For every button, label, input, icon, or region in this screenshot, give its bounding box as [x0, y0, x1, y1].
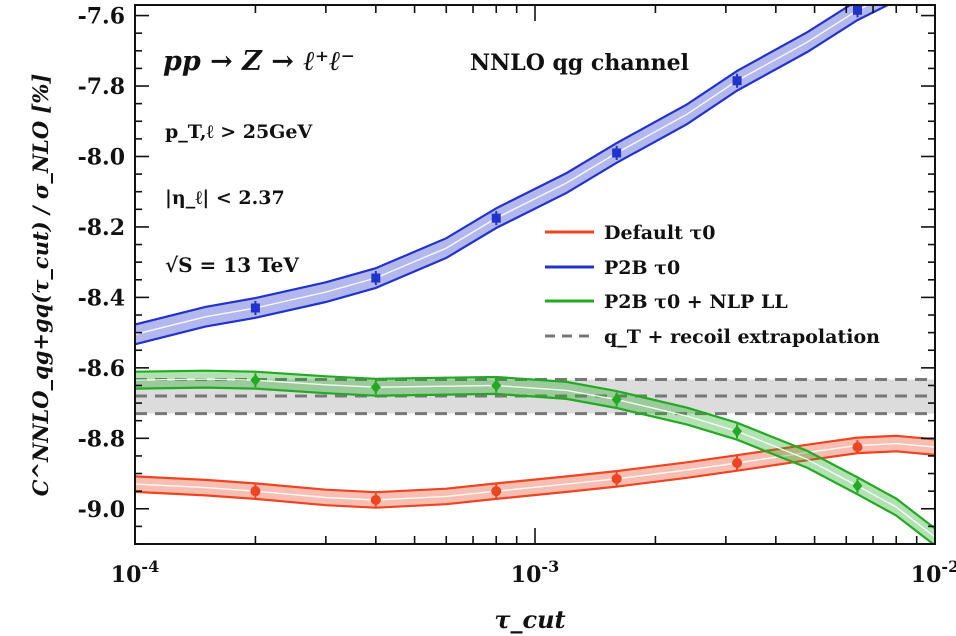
series-1-point-3 — [612, 148, 622, 158]
legend-label-extrapolation: q_T + recoil extrapolation — [604, 326, 880, 348]
series-1-point-1 — [371, 273, 381, 283]
series-1 — [135, 5, 891, 346]
series-layer — [135, 5, 935, 544]
series-0 — [135, 434, 935, 509]
series-2-point-5 — [852, 479, 863, 492]
series-1-point-5 — [852, 5, 862, 15]
y-tick-label: -8.4 — [78, 285, 125, 311]
cut-eta-label: |η_ℓ| < 2.37 — [165, 187, 285, 209]
series-0-lower-edge — [135, 450, 935, 509]
series-2-point-3 — [611, 393, 622, 406]
y-tick-label: -8.8 — [78, 426, 125, 452]
series-2-point-2 — [491, 379, 502, 392]
y-tick-label: -8.0 — [78, 144, 125, 170]
series-2-point-4 — [732, 425, 743, 438]
x-axis-title: τ_cut — [494, 605, 565, 634]
cut-pt-label: p_T,ℓ > 25GeV — [165, 121, 313, 143]
energy-label: √S = 13 TeV — [165, 253, 299, 277]
series-2 — [135, 369, 935, 544]
series-1-point-0 — [250, 303, 260, 313]
series-0-upper-edge — [135, 434, 935, 494]
series-2-point-1 — [370, 381, 381, 394]
axis-ticks: -9.0 -8.8 -8.6 -8.4 -8.2 -8.0 -7.8 -7.6 10-4 10-3… — [78, 4, 956, 588]
y-tick-label: -7.6 — [78, 4, 125, 30]
series-2-point-0 — [250, 374, 261, 387]
series-1-center — [135, 5, 870, 336]
channel-label: NNLO qg channel — [470, 50, 689, 76]
series-1-lower-edge — [135, 5, 891, 346]
legend-label-p2b-nlp: P2B τ0 + NLP LL — [604, 291, 788, 313]
series-0-point-1 — [370, 494, 381, 505]
series-0-point-2 — [491, 486, 502, 497]
series-2-upper-edge — [135, 369, 935, 530]
series-1-upper-edge — [135, 5, 853, 326]
series-0-point-3 — [611, 473, 622, 484]
series-1-point-2 — [491, 213, 501, 223]
y-tick-label: -8.2 — [78, 215, 125, 241]
series-2-center — [135, 378, 935, 538]
y-tick-label: -8.6 — [78, 356, 125, 382]
y-tick-label: -9.0 — [78, 497, 125, 523]
series-2-lower-edge — [135, 386, 935, 544]
legend: Default τ0 P2B τ0 P2B τ0 + NLP LL q_T + … — [545, 222, 880, 348]
y-tick-label: -7.8 — [78, 74, 125, 100]
series-0-center — [135, 442, 935, 501]
series-0-point-5 — [852, 442, 863, 453]
process-label: pp → Z → ℓ⁺ℓ⁻ — [163, 46, 355, 77]
x-tick-label: 10-2 — [911, 557, 956, 588]
y-axis-title: C^NNLO_qg+gq(τ_cut) / σ_NLO [%] — [28, 74, 53, 497]
legend-label-p2b: P2B τ0 — [604, 257, 680, 279]
series-1-point-4 — [732, 76, 742, 86]
x-tick-label: 10-3 — [511, 557, 559, 588]
series-0-point-4 — [732, 457, 743, 468]
legend-label-default: Default τ0 — [604, 222, 715, 244]
series-0-point-0 — [250, 486, 261, 497]
x-tick-label: 10-4 — [111, 557, 159, 588]
